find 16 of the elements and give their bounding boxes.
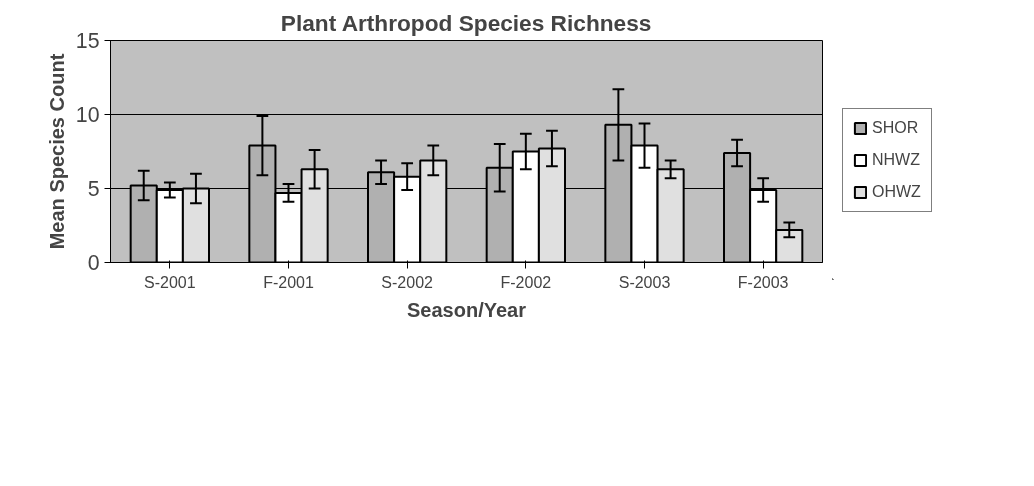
x-tick-label: S-2002 (381, 273, 434, 291)
x-tick-label: F-2002 (500, 273, 552, 291)
x-tick-label: F-2001 (263, 273, 314, 291)
x-tick-label: F-2003 (737, 273, 789, 291)
x-tick-label: S-2003 (618, 273, 671, 291)
chart-title: Plant Arthropod Species Richness (280, 9, 652, 36)
y-tick-label: 0 (87, 251, 100, 275)
legend-label: NHWZ (872, 150, 920, 169)
x-tick-label: S-2001 (144, 273, 196, 291)
x-axis-title: Season/Year (407, 298, 527, 321)
y-tick-label: 10 (75, 103, 100, 127)
legend-label: OHWZ (872, 182, 921, 201)
y-axis-title: Mean Species Count (45, 53, 68, 250)
y-tick-label: 5 (87, 177, 100, 201)
legend-label: SHOR (872, 118, 919, 137)
y-tick-label: 15 (75, 29, 100, 53)
